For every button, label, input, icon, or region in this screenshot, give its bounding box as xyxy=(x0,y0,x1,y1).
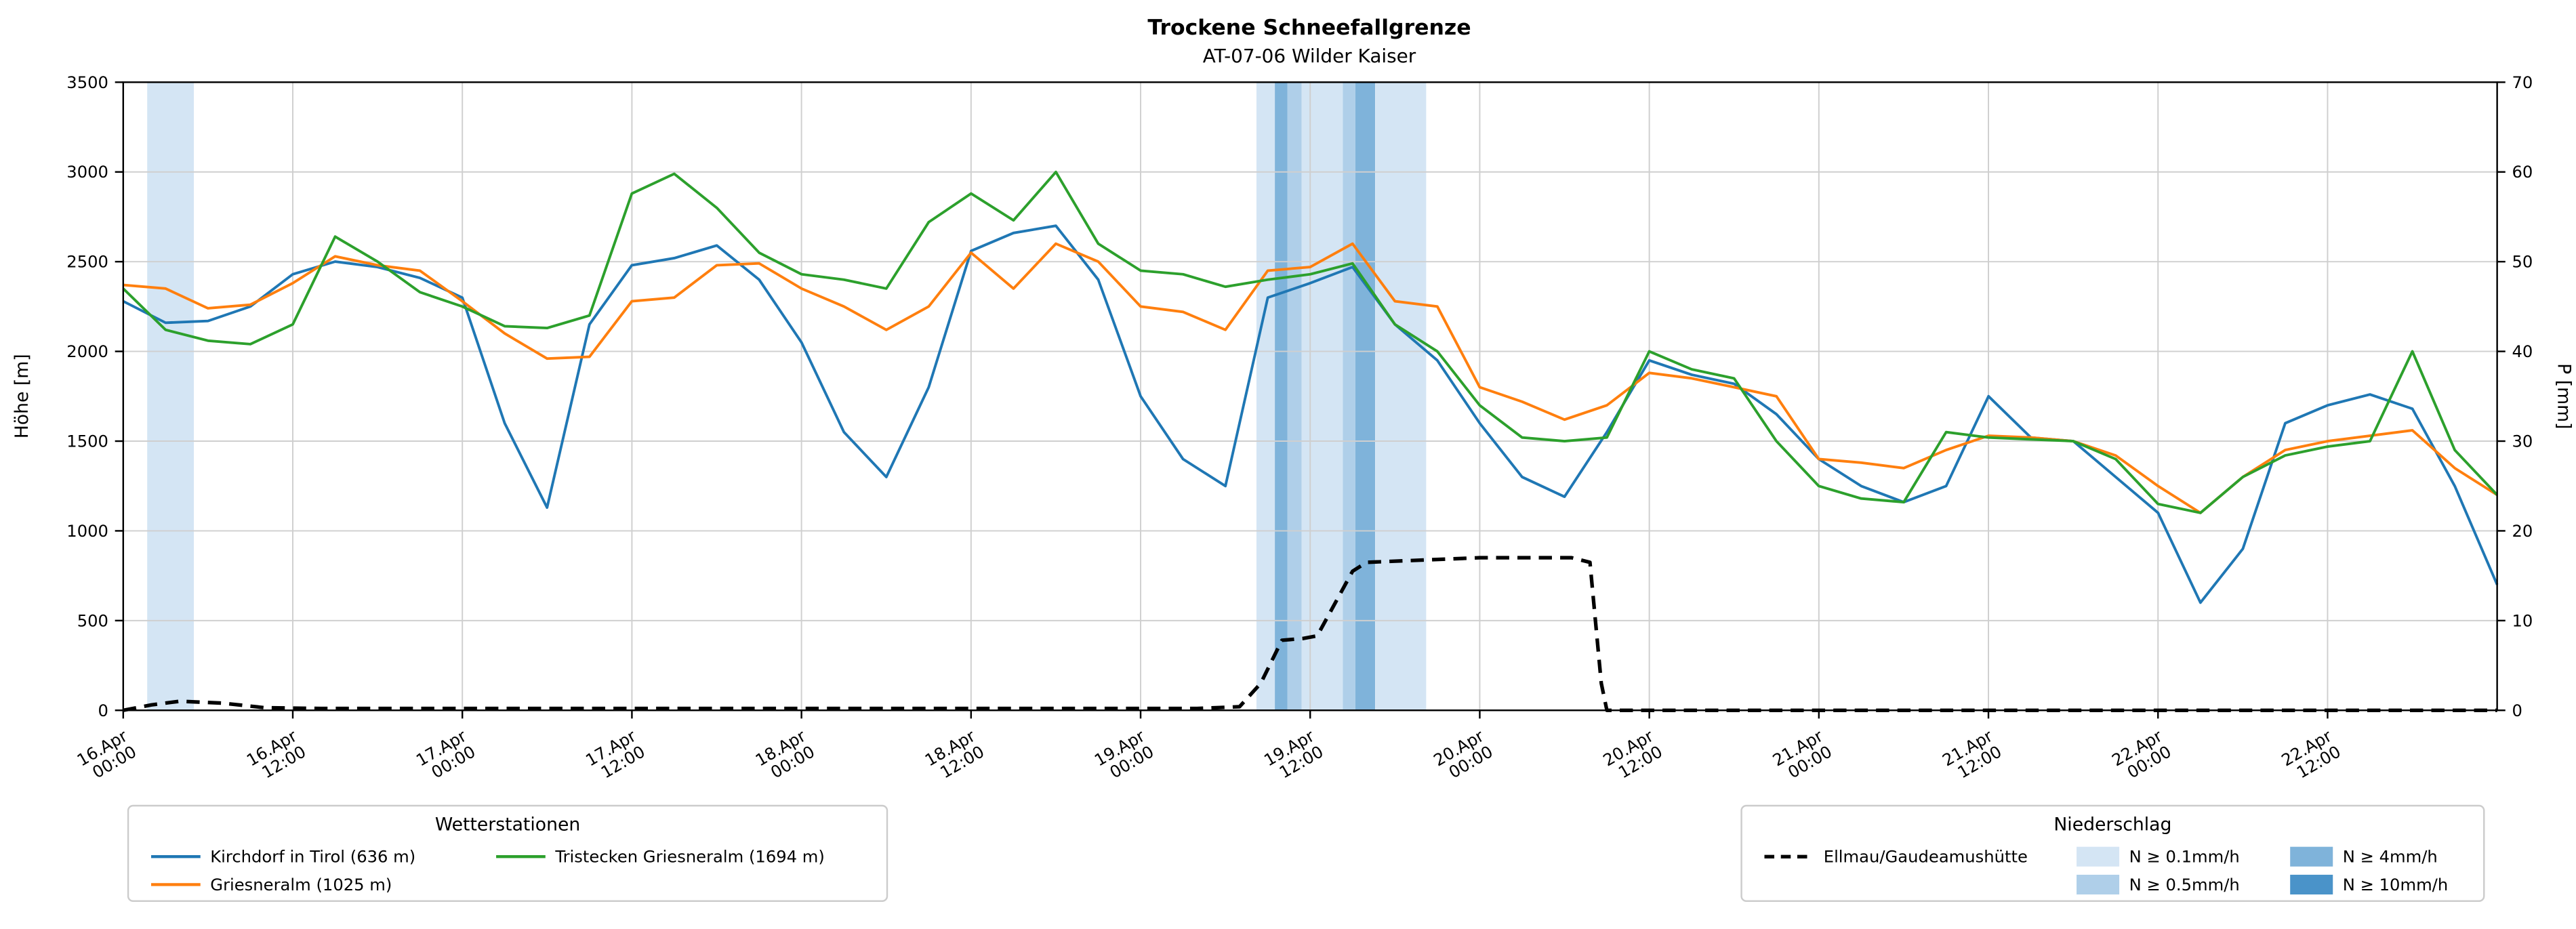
y-tick-label-left: 3000 xyxy=(66,162,108,182)
y-tick-label-right: 20 xyxy=(2512,521,2533,541)
legend-stations: Wetterstationen Kirchdorf in Tirol (636 m… xyxy=(127,804,888,902)
y-tick-label-right: 70 xyxy=(2512,73,2533,92)
legend-patch-sample xyxy=(2290,846,2333,867)
legend-title: Niederschlag xyxy=(2053,814,2171,835)
legend-patch-sample xyxy=(2077,846,2120,867)
precip-band xyxy=(1343,82,1355,711)
series-line-1 xyxy=(123,242,2498,514)
y-tick-label-left: 1000 xyxy=(66,521,108,541)
precip-band xyxy=(1275,82,1288,711)
y-tick-label-right: 40 xyxy=(2512,342,2533,361)
legend-box xyxy=(127,804,888,902)
legend-entry-label: N ≥ 0.1mm/h xyxy=(2129,847,2240,867)
y-tick-label-right: 10 xyxy=(2512,611,2533,630)
legend-entry-label: Kirchdorf in Tirol (636 m) xyxy=(210,847,415,867)
y-tick-label-right: 60 xyxy=(2512,162,2533,182)
y-axis-label-left: Höhe [m] xyxy=(12,354,33,438)
y-tick-label-left: 2500 xyxy=(66,252,108,272)
legend-title: Wetterstationen xyxy=(435,814,580,835)
y-tick-label-left: 3500 xyxy=(66,73,108,92)
y-tick-label-right: 0 xyxy=(2512,701,2522,720)
legend-patch-sample xyxy=(2077,874,2120,895)
precip-line xyxy=(123,556,2497,712)
y-tick-label-left: 1500 xyxy=(66,431,108,451)
series-line-2 xyxy=(122,170,2499,514)
legend-entry-label: N ≥ 4mm/h xyxy=(2343,847,2438,867)
y-tick-label-right: 50 xyxy=(2512,252,2533,272)
legend-entry-label: N ≥ 0.5mm/h xyxy=(2129,875,2240,894)
precip-band xyxy=(147,82,195,711)
legend-entry-label: Tristecken Griesneralm (1694 m) xyxy=(554,847,825,867)
precip-band xyxy=(1287,82,1302,711)
legend-entry-label: Griesneralm (1025 m) xyxy=(210,875,392,894)
precip-band xyxy=(1301,82,1343,711)
chart-subtitle: AT-07-06 Wilder Kaiser xyxy=(1203,45,1416,67)
legend-entry-label: N ≥ 10mm/h xyxy=(2343,875,2448,894)
y-tick-label-left: 2000 xyxy=(66,342,108,361)
precip-band xyxy=(1375,82,1427,711)
y-axis-label-right: P [mm] xyxy=(2553,363,2574,429)
y-tick-label-left: 500 xyxy=(77,611,108,630)
legend-patch-sample xyxy=(2290,874,2333,895)
legend-precip: Niederschlag Ellmau/Gaudeamushütte N ≥ 0.1… xyxy=(1740,804,2485,902)
chart-title: Trockene Schneefallgrenze xyxy=(1147,16,1471,40)
precip-band xyxy=(1355,82,1375,711)
series-line-0 xyxy=(122,224,2499,604)
y-tick-label-right: 30 xyxy=(2512,431,2533,451)
legends: Wetterstationen Kirchdorf in Tirol (636 m… xyxy=(127,804,2485,902)
precip-band xyxy=(1256,82,1275,711)
legend-entry-label: Ellmau/Gaudeamushütte xyxy=(1824,847,2028,867)
plot-area: 0 500 1000 1500 2000 2500 3000 3500 0 10 20 30 40 50 6… xyxy=(66,73,2533,783)
y-tick-label-left: 0 xyxy=(98,701,108,720)
